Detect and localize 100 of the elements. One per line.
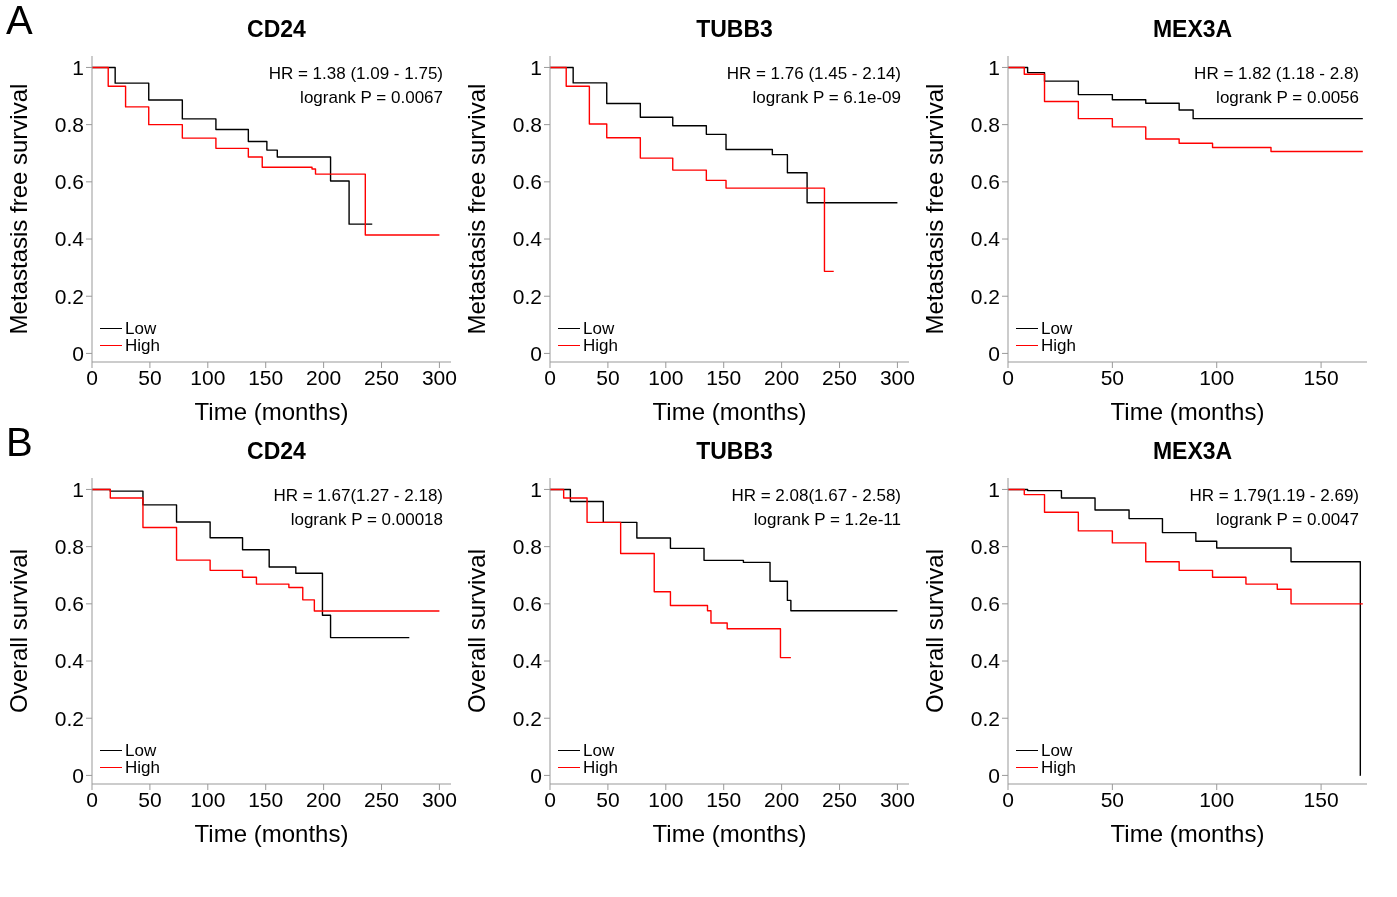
y-axis-title: Metastasis free survival xyxy=(462,83,490,335)
x-tick-label: 150 xyxy=(1303,365,1339,389)
chart-title: MEX3A xyxy=(1151,15,1234,44)
y-tick-label: 0.4 xyxy=(512,227,543,251)
chart-title: MEX3A xyxy=(1151,437,1234,466)
chart-title: CD24 xyxy=(247,16,306,42)
x-tick-label: 50 xyxy=(138,787,162,811)
x-tick-label: 50 xyxy=(1100,787,1125,811)
annotation: HR = 1.82 (1.18 - 2.8) xyxy=(1194,63,1359,85)
y-tick-label: 1 xyxy=(72,55,84,79)
legend-label: High xyxy=(1041,336,1076,355)
y-axis-title: Overall survival xyxy=(462,548,490,714)
x-tick-label: 50 xyxy=(1100,365,1125,389)
x-tick-label: 250 xyxy=(363,365,400,389)
y-tick-label: 0 xyxy=(72,341,84,365)
y-tick-label: 0.6 xyxy=(970,170,1000,194)
y-tick-label: 0 xyxy=(530,763,542,787)
y-tick-label: 1 xyxy=(988,55,1000,79)
y-tick-label: 0.6 xyxy=(512,170,542,194)
legend-label: Low xyxy=(583,319,615,338)
legend-label: High xyxy=(583,758,618,777)
x-tick-label: 150 xyxy=(248,365,284,389)
annotation: logrank P = 6.1e-09 xyxy=(751,87,901,109)
annotation: logrank P = 0.0047 xyxy=(1215,509,1359,531)
y-tick-label: 0.8 xyxy=(970,535,1000,559)
legend-label: High xyxy=(125,758,160,777)
annotation: HR = 1.67(1.27 - 2.18) xyxy=(273,485,443,507)
y-tick-label: 1 xyxy=(530,477,542,501)
x-tick-label: 150 xyxy=(706,365,742,389)
x-tick-label: 100 xyxy=(190,365,226,389)
y-tick-label: 0 xyxy=(988,763,1000,787)
y-tick-label: 0.8 xyxy=(54,535,84,559)
x-tick-label: 100 xyxy=(1199,365,1235,389)
x-tick-label: 300 xyxy=(421,365,457,389)
x-tick-label: 300 xyxy=(879,365,915,389)
annotation: HR = 1.79(1.19 - 2.69) xyxy=(1189,485,1359,507)
x-axis-title: Time (months) xyxy=(652,398,807,425)
x-axis-title: Time (months) xyxy=(194,398,349,425)
x-tick-label: 150 xyxy=(248,787,284,811)
y-tick-label: 0.2 xyxy=(54,706,84,730)
x-tick-label: 150 xyxy=(1303,787,1339,811)
x-axis-title: Time (months) xyxy=(652,820,807,847)
y-tick-label: 0.6 xyxy=(54,592,84,616)
y-tick-label: 0.4 xyxy=(512,649,543,673)
legend-label: High xyxy=(1041,758,1076,777)
y-tick-label: 0.4 xyxy=(54,649,85,673)
legend-label: Low xyxy=(125,319,157,338)
x-tick-label: 250 xyxy=(821,787,858,811)
annotation: HR = 1.38 (1.09 - 1.75) xyxy=(268,63,443,85)
y-axis-title: Overall survival xyxy=(4,548,32,714)
x-axis-title: Time (months) xyxy=(1110,398,1265,425)
y-tick-label: 0.8 xyxy=(54,113,84,137)
x-tick-label: 100 xyxy=(190,787,226,811)
y-axis-title: Overall survival xyxy=(920,548,948,714)
chart-title: TUBB3 xyxy=(695,15,774,44)
x-tick-label: 300 xyxy=(421,787,457,811)
x-tick-label: 50 xyxy=(596,787,620,811)
annotation: HR = 2.08(1.67 - 2.58) xyxy=(731,485,901,507)
y-tick-label: 0.2 xyxy=(970,284,1000,308)
y-tick-label: 0.8 xyxy=(512,113,542,137)
y-tick-label: 0.6 xyxy=(54,170,84,194)
legend-label: Low xyxy=(1041,319,1073,338)
y-tick-label: 1 xyxy=(988,477,1000,501)
y-tick-label: 0.8 xyxy=(512,535,542,559)
x-tick-label: 50 xyxy=(138,365,162,389)
legend-label: Low xyxy=(1041,741,1073,760)
chart-title: CD24 xyxy=(247,438,306,464)
y-tick-label: 0.2 xyxy=(512,706,542,730)
x-tick-label: 200 xyxy=(764,365,800,389)
y-tick-label: 0.2 xyxy=(512,284,542,308)
y-tick-label: 0.6 xyxy=(512,592,542,616)
legend-label: High xyxy=(583,336,618,355)
x-tick-label: 250 xyxy=(821,365,858,389)
x-tick-label: 100 xyxy=(1199,787,1235,811)
x-tick-label: 50 xyxy=(596,365,620,389)
x-tick-label: 300 xyxy=(879,787,915,811)
annotation: logrank P = 1.2e-11 xyxy=(752,509,901,531)
annotation: HR = 1.76 (1.45 - 2.14) xyxy=(726,63,901,85)
text: B xyxy=(6,420,33,465)
legend-label: Low xyxy=(583,741,615,760)
x-tick-label: 200 xyxy=(306,787,342,811)
y-axis-title: Metastasis free survival xyxy=(4,83,32,335)
legend-label: High xyxy=(125,336,160,355)
chart-title: TUBB3 xyxy=(695,437,774,466)
x-axis-title: Time (months) xyxy=(194,820,349,847)
y-tick-label: 0.4 xyxy=(54,227,85,251)
x-tick-label: 100 xyxy=(648,365,684,389)
x-axis-title: Time (months) xyxy=(1110,820,1265,847)
y-tick-label: 1 xyxy=(72,477,84,501)
y-tick-label: 0 xyxy=(530,341,542,365)
annotation: logrank P = 0.0067 xyxy=(299,87,443,109)
y-tick-label: 0 xyxy=(988,341,1000,365)
y-tick-label: 0.4 xyxy=(970,649,1001,673)
y-tick-label: 0.2 xyxy=(970,706,1000,730)
x-tick-label: 100 xyxy=(648,787,684,811)
x-tick-label: 200 xyxy=(764,787,800,811)
y-tick-label: 1 xyxy=(530,55,542,79)
y-tick-label: 0.6 xyxy=(970,592,1000,616)
x-tick-label: 200 xyxy=(306,365,342,389)
text: A xyxy=(6,0,33,43)
